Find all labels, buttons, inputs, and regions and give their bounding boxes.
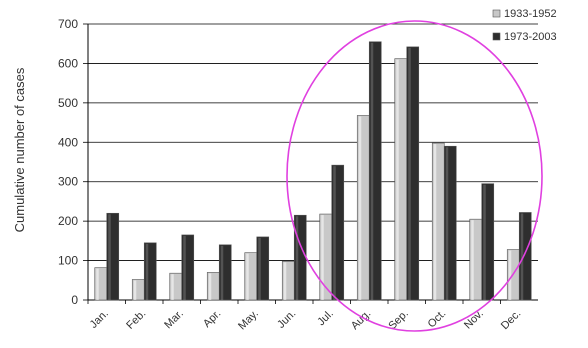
bar-highlight bbox=[108, 214, 111, 300]
bar-1973-2003-Sep. bbox=[406, 46, 420, 301]
y-tick-label: 700 bbox=[58, 17, 78, 31]
axes bbox=[83, 23, 538, 304]
x-tick-label: Feb. bbox=[124, 308, 148, 332]
legend-label: 1973-2003 bbox=[504, 31, 557, 43]
legend-label: 1933-1952 bbox=[504, 8, 557, 20]
bar-highlight bbox=[396, 59, 399, 300]
bars bbox=[94, 41, 532, 301]
bar-highlight bbox=[408, 47, 411, 300]
bar-highlight bbox=[145, 243, 149, 300]
x-tick-label: Apr. bbox=[201, 308, 223, 330]
bar-highlight bbox=[483, 184, 486, 300]
bar-highlight bbox=[471, 220, 474, 300]
bar-1973-2003-Aug. bbox=[368, 41, 382, 301]
bar-1973-2003-Oct. bbox=[443, 145, 457, 301]
bar-1973-2003-Dec. bbox=[518, 212, 532, 301]
y-tick-label: 200 bbox=[58, 214, 78, 228]
bar-highlight bbox=[370, 42, 374, 300]
x-tick-label: May. bbox=[236, 308, 261, 333]
x-tick-label: Dec. bbox=[499, 308, 523, 332]
y-tick-label: 400 bbox=[58, 135, 78, 149]
annotation bbox=[286, 20, 543, 332]
bar-1973-2003-Jan. bbox=[106, 212, 120, 301]
bar-highlight bbox=[520, 213, 524, 300]
y-tick-label: 0 bbox=[71, 293, 78, 307]
bar-1973-2003-Mar. bbox=[181, 234, 195, 301]
bar-highlight bbox=[220, 245, 224, 300]
bar-1973-2003-Feb. bbox=[143, 242, 157, 301]
bar-1973-2003-May. bbox=[256, 236, 270, 301]
bar-1973-2003-Apr. bbox=[218, 244, 232, 301]
x-tick-label: Mar. bbox=[162, 308, 186, 332]
bar-highlight bbox=[246, 253, 249, 300]
y-tick-label: 500 bbox=[58, 96, 78, 110]
y-tick-labels: 0 100 200 300 400 500 600 700 bbox=[58, 17, 78, 307]
bar-highlight bbox=[358, 116, 362, 300]
bar-highlight bbox=[171, 274, 174, 300]
x-tick-label: Jun. bbox=[275, 308, 298, 331]
legend: 1933-1952 1973-2003 bbox=[492, 8, 557, 43]
x-tick-label: Jan. bbox=[88, 308, 111, 331]
bar-highlight bbox=[295, 216, 299, 300]
bar-highlight bbox=[433, 144, 437, 300]
y-axis-label: Cumulative number of cases bbox=[12, 67, 27, 232]
bar-highlight bbox=[321, 215, 324, 300]
bar-highlight bbox=[445, 147, 449, 300]
y-tick-label: 100 bbox=[58, 254, 78, 268]
x-tick-labels: Jan. Feb. Mar. Apr. May. Jun. Jul. Aug. Sep. Oct.… bbox=[88, 308, 524, 333]
legend-swatch bbox=[492, 32, 501, 41]
legend-swatch bbox=[492, 9, 501, 18]
bar-1973-2003-Nov. bbox=[481, 183, 495, 301]
bar-highlight bbox=[258, 237, 261, 300]
bar-highlight bbox=[508, 250, 512, 300]
bar-highlight bbox=[133, 280, 137, 300]
grid-lines bbox=[88, 23, 538, 261]
bar-highlight bbox=[96, 268, 99, 300]
x-tick-label: Jul. bbox=[315, 308, 336, 329]
y-tick-label: 300 bbox=[58, 175, 78, 189]
annotation-ellipse bbox=[286, 20, 543, 332]
bar-highlight bbox=[283, 262, 287, 300]
bar-highlight bbox=[333, 166, 336, 300]
y-tick-label: 600 bbox=[58, 56, 78, 70]
x-tick-label: Nov. bbox=[462, 308, 486, 332]
bar-highlight bbox=[183, 235, 186, 300]
bar-highlight bbox=[208, 273, 212, 300]
